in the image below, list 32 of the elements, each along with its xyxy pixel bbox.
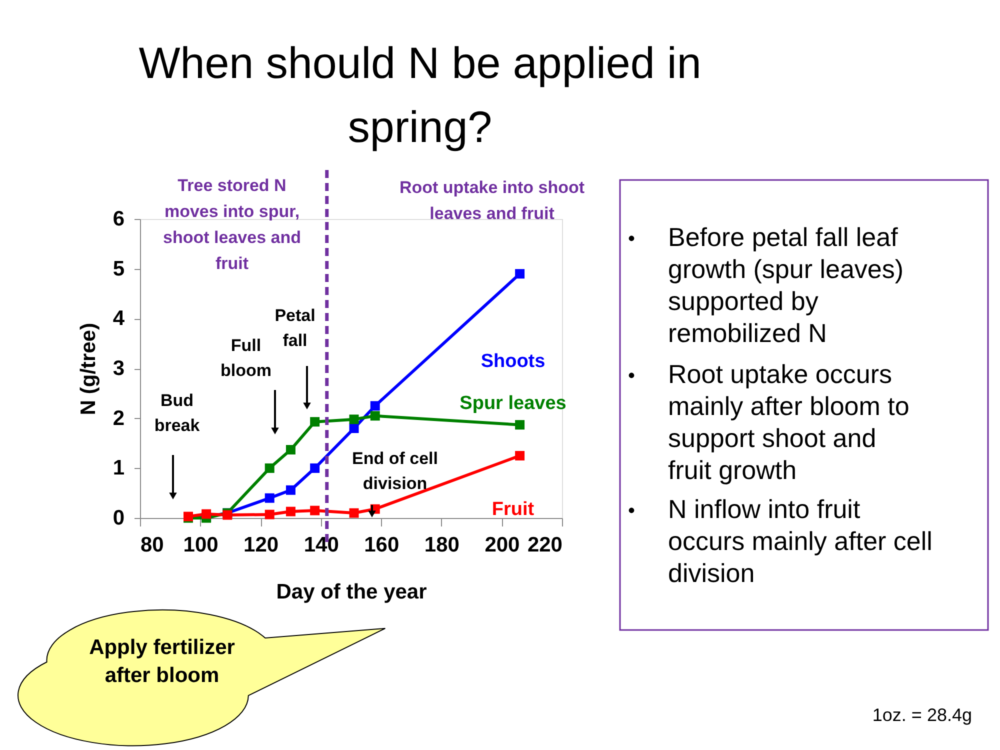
y-tick-label: 6 xyxy=(112,208,124,230)
x-tick-label: 200 xyxy=(484,534,520,556)
x-tick-label: 80 xyxy=(140,534,164,556)
x-tick-label: 180 xyxy=(424,534,460,556)
series-label: Shoots xyxy=(480,351,546,372)
x-axis-title: Day of the year xyxy=(276,580,427,604)
y-axis-title: N (g/tree) xyxy=(76,322,100,416)
y-tick-label: 4 xyxy=(112,307,125,330)
series-label: Spur leaves xyxy=(460,393,566,414)
annotation: Tree stored N moves into spur, shoot leaves and fruit xyxy=(163,176,301,273)
x-tick-label: 120 xyxy=(244,534,279,556)
text: 1oz. = 28.4g xyxy=(872,705,972,725)
x-tick-label: 160 xyxy=(364,534,400,556)
y-tick-label: 1 xyxy=(112,456,125,480)
y-tick-label: 2 xyxy=(112,406,124,430)
x-tick-label: 140 xyxy=(304,534,339,556)
text: Apply fertilizer after bloom xyxy=(89,636,235,687)
x-tick-label: 220 xyxy=(527,534,562,556)
text: • N inflow into fruit occurs mainly after cell division xyxy=(628,494,932,588)
y-tick-label: 0 xyxy=(112,506,124,530)
chart-title: When should N be applied in spring? xyxy=(138,39,702,152)
text: • Before petal fall leaf growth (spur leaves) supported by remobilized N xyxy=(628,222,904,348)
annotation: End of cell division xyxy=(352,449,438,493)
series-label: Fruit xyxy=(492,499,535,520)
x-tick-label: 100 xyxy=(183,534,218,556)
annotation: Bud break xyxy=(154,391,200,435)
annotation: Petal fall xyxy=(274,306,316,350)
y-tick-label: 5 xyxy=(112,257,125,280)
annotation: Full bloom xyxy=(220,336,272,380)
y-tick-label: 3 xyxy=(112,357,124,380)
text: • Root uptake occurs mainly after bloom to support shoot and fruit growth xyxy=(628,359,910,485)
annotation: Root uptake into shoot leaves and fruit xyxy=(399,178,585,223)
